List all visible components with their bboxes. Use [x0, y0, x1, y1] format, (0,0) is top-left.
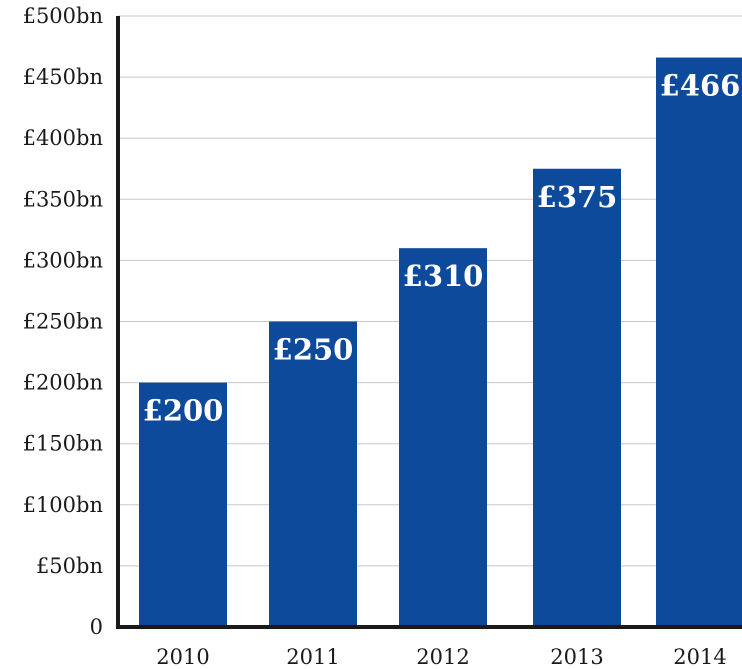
y-tick-label: £400bn — [23, 126, 103, 150]
bar — [656, 57, 742, 628]
x-category-label: 2011 — [286, 645, 339, 669]
y-tick-label: £250bn — [23, 310, 103, 334]
bar-data-label: £310 — [403, 259, 484, 293]
y-tick-label: £150bn — [23, 432, 103, 456]
y-tick-label: £450bn — [23, 65, 103, 89]
bar — [139, 382, 227, 627]
y-tick-label: £350bn — [23, 187, 103, 211]
y-tick-label: £200bn — [23, 371, 103, 395]
y-tick-label: 0 — [90, 615, 103, 639]
x-axis-category-labels: 2010 2011 2012 2013 2014 — [156, 645, 726, 669]
bar — [399, 248, 487, 627]
y-axis-tick-labels: 0 £50bn £100bn £150bn £200bn £250bn £300bn £350… — [23, 4, 103, 639]
bar-data-label: £375 — [537, 180, 618, 214]
bar — [533, 168, 621, 627]
x-category-label: 2010 — [156, 645, 209, 669]
bar — [269, 321, 357, 627]
x-category-label: 2014 — [673, 645, 726, 669]
y-tick-label: £50bn — [36, 554, 103, 578]
bar-data-label: £200 — [143, 394, 224, 428]
y-tick-label: £100bn — [23, 493, 103, 517]
y-tick-label: £500bn — [23, 4, 103, 28]
bar-data-label: £250 — [273, 333, 354, 367]
y-tick-label: £300bn — [23, 248, 103, 272]
bar-data-label: £466 — [660, 69, 741, 103]
x-category-label: 2013 — [550, 645, 603, 669]
x-category-label: 2012 — [416, 645, 469, 669]
bars: £200 £250 £310 £375 £466 — [139, 57, 742, 628]
